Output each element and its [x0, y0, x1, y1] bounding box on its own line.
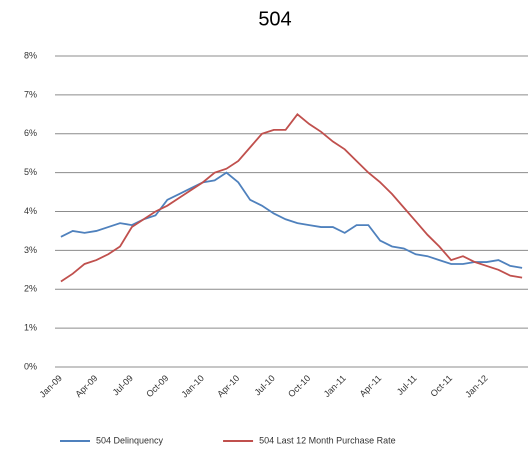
x-tick-label: Jan-09 — [37, 373, 64, 400]
x-tick-label: Oct-10 — [286, 373, 312, 399]
y-tick-label: 0% — [24, 361, 37, 371]
x-tick-label: Apr-09 — [73, 373, 99, 399]
x-tick-label: Jan-11 — [322, 373, 348, 399]
chart-title: 504 — [258, 8, 291, 30]
x-tick-label: Apr-10 — [215, 373, 241, 399]
x-tick-label: Jan-12 — [463, 373, 490, 400]
data-line — [60, 171, 523, 269]
y-tick-label: 8% — [24, 50, 37, 60]
x-tick-label: Oct-11 — [429, 373, 455, 399]
y-tick-label: 7% — [24, 89, 37, 99]
legend-label: 504 Last 12 Month Purchase Rate — [259, 435, 396, 445]
y-tick-label: 4% — [24, 206, 37, 216]
y-tick-label: 1% — [24, 323, 37, 333]
x-tick-label: Oct-09 — [144, 373, 170, 399]
x-tick-label: Jan-10 — [179, 373, 206, 400]
x-tick-label: Jul-10 — [252, 373, 276, 397]
legend-label: 504 Delinquency — [96, 435, 164, 445]
data-line — [60, 113, 523, 283]
y-tick-label: 6% — [24, 128, 37, 138]
x-tick-label: Jul-09 — [111, 373, 135, 397]
y-tick-label: 5% — [24, 167, 37, 177]
y-tick-label: 3% — [24, 245, 37, 255]
x-tick-label: Jul-11 — [395, 373, 419, 397]
x-tick-label: Apr-11 — [358, 373, 384, 399]
y-tick-label: 2% — [24, 284, 37, 294]
